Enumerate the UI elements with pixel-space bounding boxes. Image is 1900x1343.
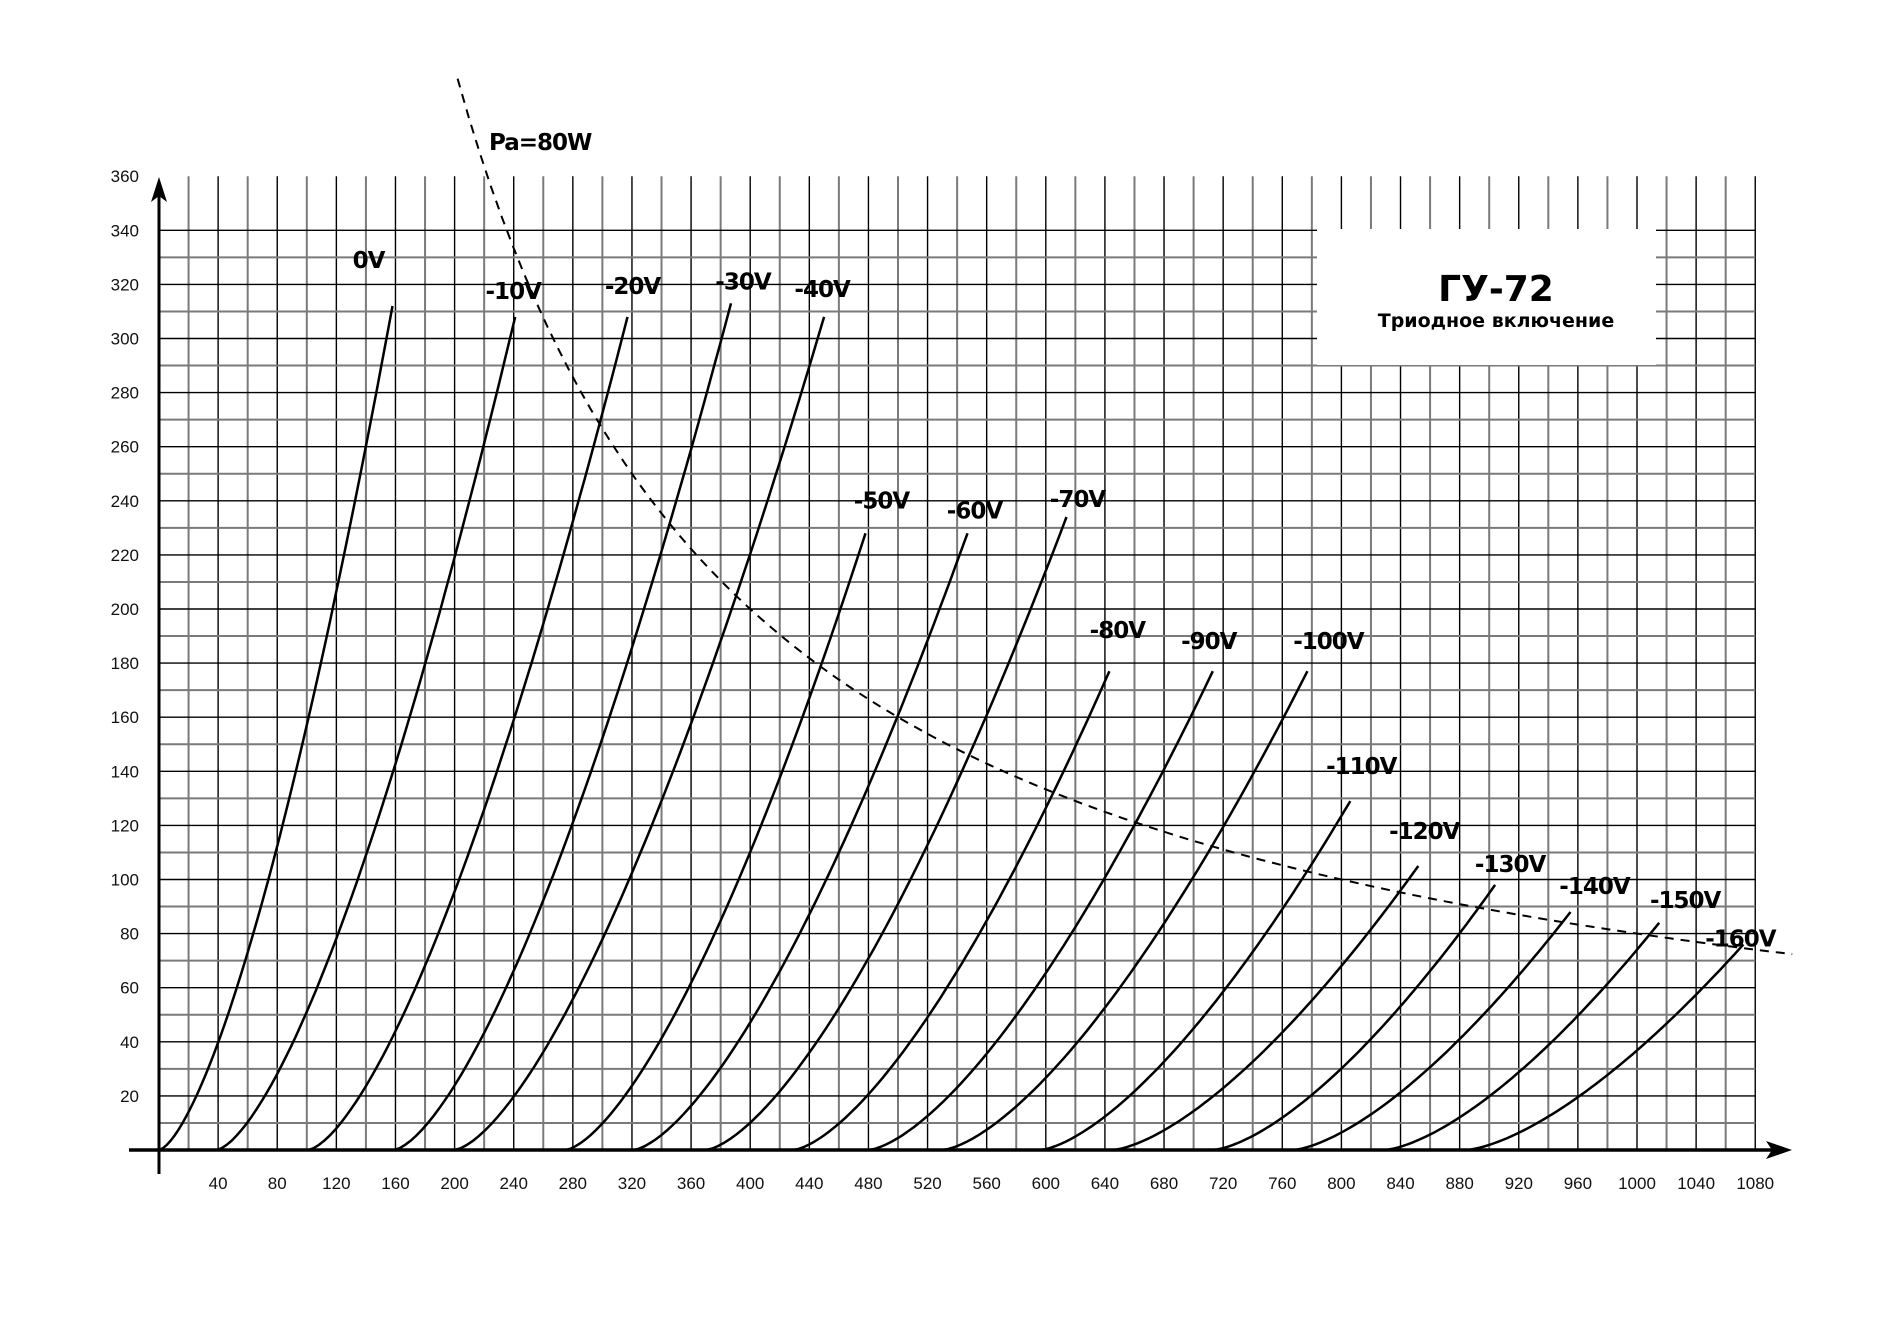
x-tick-label: 400 (736, 1174, 764, 1193)
y-tick-label: 200 (111, 600, 139, 619)
power-limit-line (456, 78, 1793, 956)
axes (129, 177, 1792, 1174)
curve-label: -120V (1389, 819, 1461, 845)
x-tick-label: 360 (677, 1174, 705, 1193)
x-tick-label: 480 (854, 1174, 882, 1193)
x-tick-label: 1080 (1736, 1174, 1774, 1193)
curve-label: -140V (1559, 874, 1631, 900)
curve-label: -60V (947, 498, 1004, 524)
x-tick-label: 640 (1091, 1174, 1119, 1193)
x-tick-label: 920 (1505, 1174, 1533, 1193)
curve-label: -100V (1293, 629, 1365, 655)
curve-label: -70V (1050, 487, 1107, 513)
x-tick-label: 160 (381, 1174, 409, 1193)
curve-minus-150v (1384, 922, 1661, 1152)
x-tick-label: 40 (209, 1174, 228, 1193)
x-tick-label: 760 (1268, 1174, 1296, 1193)
curve-0v (158, 305, 394, 1152)
curve-minus-160v (1465, 943, 1745, 1152)
curve-minus-10v (216, 316, 517, 1152)
x-tick-label: 1040 (1677, 1174, 1715, 1193)
title-box: ГУ-72 Триодное включение (1317, 229, 1656, 365)
y-tick-label: 240 (111, 492, 139, 511)
curve-minus-20v (307, 316, 629, 1152)
y-tick-label: 140 (111, 762, 139, 781)
power-limit-label: Pa=80W (489, 130, 592, 156)
curve-label: -30V (715, 269, 772, 295)
curve-label: -110V (1326, 754, 1398, 780)
curve-minus-90v (868, 670, 1214, 1152)
curve-minus-110v (1039, 800, 1352, 1152)
curve-minus-100v (942, 670, 1309, 1152)
x-tick-label: 960 (1564, 1174, 1592, 1193)
curve-minus-140v (1292, 911, 1572, 1152)
grid-voltage-curves: 0V -10V -20V -30V -40V -50V -60V -70V -80V -90V -1… (158, 248, 1778, 1152)
curve-minus-60v (633, 532, 969, 1152)
y-tick-label: 360 (111, 167, 139, 186)
y-tick-label: 60 (120, 979, 139, 998)
y-tick-label: 300 (111, 330, 139, 349)
x-tick-label: 800 (1327, 1174, 1355, 1193)
x-axis-arrow-icon (1766, 1141, 1792, 1159)
y-tick-label: 180 (111, 654, 139, 673)
power-limit-curve: Pa=80W (456, 78, 1793, 956)
x-tick-label: 240 (500, 1174, 528, 1193)
curve-minus-40v (454, 316, 826, 1152)
x-tick-label: 200 (440, 1174, 468, 1193)
curve-label: -90V (1181, 629, 1238, 655)
curve-minus-70v (705, 516, 1068, 1152)
curve-label: -20V (605, 274, 662, 300)
curve-minus-50v (565, 532, 867, 1152)
x-tick-label: 320 (618, 1174, 646, 1193)
y-tick-label: 320 (111, 275, 139, 294)
x-tick-label: 720 (1209, 1174, 1237, 1193)
y-tick-label: 220 (111, 546, 139, 565)
x-tick-label: 520 (913, 1174, 941, 1193)
y-tick-label: 20 (120, 1087, 139, 1106)
curve-minus-80v (792, 670, 1111, 1152)
curve-label: -150V (1650, 888, 1722, 914)
curve-label: -160V (1705, 926, 1777, 952)
grid (159, 176, 1756, 1150)
y-tick-label: 40 (120, 1033, 139, 1052)
chart-title: ГУ-72 (1438, 269, 1554, 310)
y-tick-label: 280 (111, 384, 139, 403)
x-tick-label: 280 (559, 1174, 587, 1193)
curve-label: -10V (486, 279, 543, 305)
y-tick-label: 100 (111, 871, 139, 890)
y-tick-label: 120 (111, 816, 139, 835)
x-tick-label: 1000 (1618, 1174, 1656, 1193)
y-tick-label: 80 (120, 925, 139, 944)
chart-subtitle: Триодное включение (1378, 310, 1615, 332)
x-tick-label: 80 (268, 1174, 287, 1193)
title-box-background (1317, 229, 1656, 365)
curve-label: 0V (353, 248, 386, 274)
curve-label: -40V (794, 277, 851, 303)
curve-label: -50V (854, 488, 911, 514)
x-tick-label: 680 (1150, 1174, 1178, 1193)
y-tick-label: 340 (111, 221, 139, 240)
x-tick-label: 120 (322, 1174, 350, 1193)
x-tick-label: 840 (1386, 1174, 1414, 1193)
x-tick-label: 440 (795, 1174, 823, 1193)
x-tick-label: 600 (1032, 1174, 1060, 1193)
curve-label: -80V (1090, 618, 1147, 644)
curve-minus-120v (1112, 865, 1420, 1152)
curve-minus-130v (1212, 884, 1497, 1152)
tick-labels: 40 80 120 160 200 240 280 320 360 400 440 480 520 560… (111, 167, 1775, 1193)
curve-label: -130V (1475, 852, 1547, 878)
curve-minus-30v (393, 302, 733, 1152)
y-axis-arrow-icon (151, 177, 167, 202)
x-tick-label: 560 (972, 1174, 1000, 1193)
x-tick-label: 880 (1445, 1174, 1473, 1193)
y-tick-label: 160 (111, 708, 139, 727)
y-tick-label: 260 (111, 438, 139, 457)
